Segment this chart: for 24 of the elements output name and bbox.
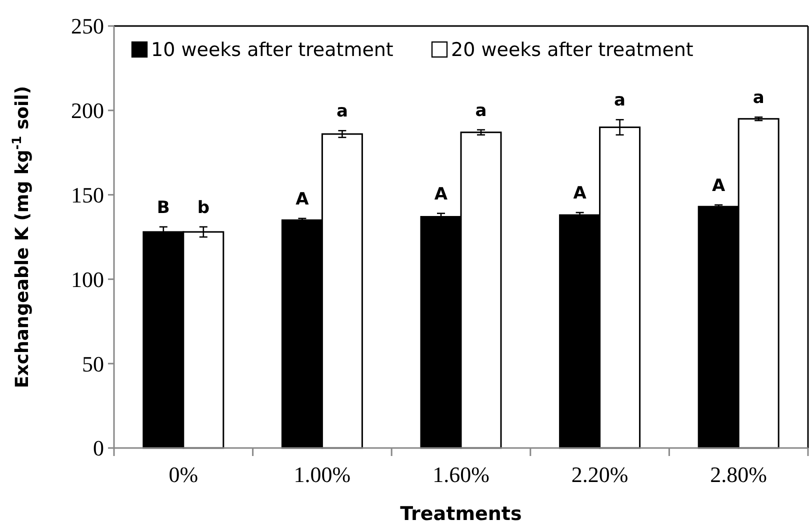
legend-label: 10 weeks after treatment xyxy=(151,39,394,61)
x-tick-label: 1.60% xyxy=(432,462,490,487)
x-tick-label: 1.00% xyxy=(294,462,351,487)
x-axis-title: Treatments xyxy=(400,503,522,525)
y-tick-label: 100 xyxy=(71,266,104,292)
y-tick-label: 50 xyxy=(82,351,104,376)
annotation: A xyxy=(573,184,588,204)
annotation: A xyxy=(434,184,448,204)
annotation: b xyxy=(197,198,210,218)
annotation: B xyxy=(156,198,170,218)
y-tick-label: 150 xyxy=(71,182,104,208)
annotation: a xyxy=(336,102,348,122)
annotation: a xyxy=(614,90,626,111)
annotation: A xyxy=(296,189,310,210)
legend-label: 20 weeks after treatment xyxy=(451,39,694,61)
x-tick-label: 2.20% xyxy=(571,462,628,487)
x-tick-label: 0% xyxy=(168,462,198,487)
annotation: A xyxy=(712,176,726,196)
y-tick-label: 0 xyxy=(93,436,104,461)
x-tick-label: 2.80% xyxy=(710,462,768,487)
annotation: a xyxy=(475,100,487,121)
annotation: a xyxy=(752,88,764,108)
y-tick-label: 250 xyxy=(71,14,104,39)
y-tick-label: 200 xyxy=(71,98,104,124)
